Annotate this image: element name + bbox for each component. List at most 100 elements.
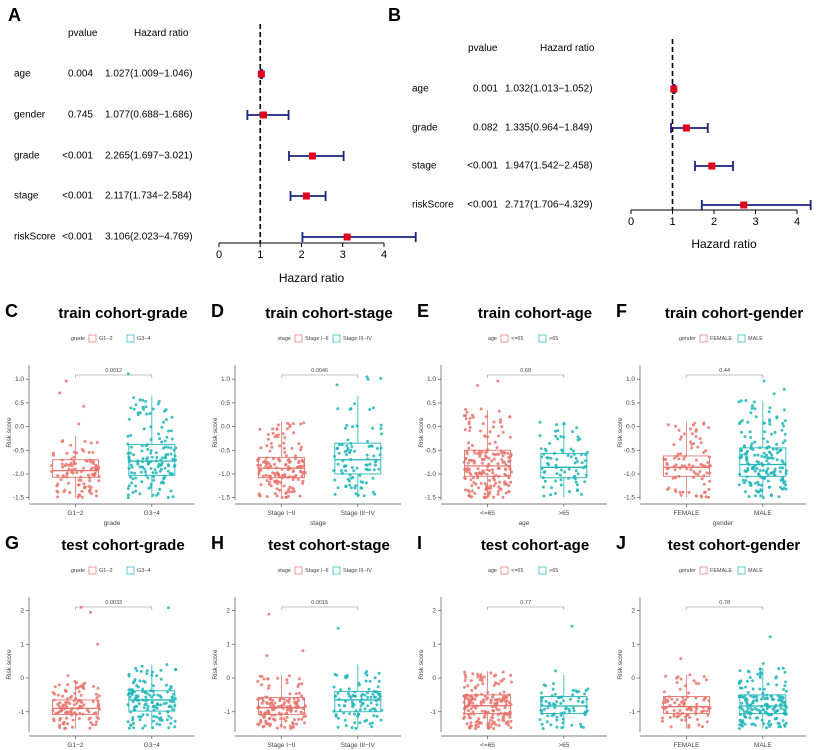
data-point: [468, 426, 472, 429]
data-point: [354, 727, 358, 730]
data-point: [781, 441, 785, 445]
data-point: [61, 474, 65, 478]
data-point: [484, 454, 488, 458]
data-point: [463, 476, 467, 479]
data-point: [169, 446, 173, 450]
data-point: [268, 449, 272, 453]
data-point: [268, 697, 272, 701]
data-point: [495, 700, 499, 704]
data-point: [64, 703, 68, 707]
data-point: [466, 461, 470, 465]
data-point: [131, 700, 135, 704]
data-point: [57, 704, 61, 708]
data-point: [694, 458, 698, 462]
data-point: [73, 691, 77, 695]
data-point: [297, 677, 301, 681]
data-point: [765, 712, 769, 716]
data-point: [273, 435, 277, 439]
data-point: [358, 474, 362, 478]
data-point: [258, 696, 262, 700]
data-point: [782, 481, 786, 485]
data-point: [561, 699, 565, 703]
data-point: [149, 689, 153, 693]
data-point: [286, 427, 289, 431]
data-point: [272, 708, 276, 711]
data-point: [467, 490, 471, 494]
data-point: [300, 474, 304, 478]
data-point: [332, 469, 336, 473]
data-point: [291, 721, 294, 725]
data-point: [379, 376, 383, 380]
data-point: [780, 459, 784, 463]
data-point: [749, 694, 753, 698]
data-point: [697, 682, 701, 686]
data-point: [699, 462, 703, 466]
y-tick-label: 2: [226, 608, 230, 615]
data-point: [163, 409, 166, 413]
data-point: [738, 713, 742, 717]
data-point: [301, 697, 305, 701]
data-point: [151, 684, 155, 688]
data-point: [749, 707, 753, 711]
panel-letter: H: [211, 533, 224, 553]
data-point: [751, 404, 754, 408]
data-point: [552, 712, 556, 716]
data-point: [89, 485, 93, 489]
data-point: [127, 417, 131, 421]
legend-label-a: <=65: [511, 336, 524, 342]
data-point: [366, 691, 369, 695]
data-point: [96, 642, 100, 646]
data-point: [756, 490, 760, 494]
data-point: [167, 606, 170, 610]
data-point: [476, 384, 479, 387]
data-point: [689, 427, 692, 431]
data-point: [282, 441, 286, 445]
data-point: [485, 472, 489, 476]
data-point: [167, 714, 171, 718]
p-value-label: 0.0033: [105, 600, 122, 606]
legend-swatch-a: [699, 566, 708, 575]
data-point: [82, 404, 86, 408]
legend-swatch-a: [88, 334, 97, 343]
data-point: [694, 710, 698, 714]
data-point: [562, 711, 566, 715]
x-tick-label: 4: [794, 216, 800, 228]
y-tick-label: 2: [631, 608, 635, 615]
data-point: [765, 726, 768, 730]
data-point: [584, 473, 588, 477]
data-point: [758, 687, 762, 691]
data-point: [758, 671, 762, 675]
data-point: [559, 478, 563, 482]
data-point: [468, 716, 472, 720]
data-point: [89, 441, 93, 445]
data-point: [83, 439, 87, 443]
data-point: [756, 453, 760, 457]
chart-title: train cohort-stage: [265, 305, 393, 322]
data-point: [663, 695, 667, 699]
data-point: [136, 413, 140, 417]
data-point: [581, 725, 585, 729]
data-point: [501, 495, 505, 499]
data-point: [759, 483, 763, 487]
data-point: [497, 712, 501, 716]
data-point: [297, 682, 301, 686]
data-point: [486, 696, 490, 700]
data-point: [129, 463, 133, 467]
data-point: [584, 705, 588, 708]
data-point: [264, 695, 268, 699]
data-point: [487, 469, 491, 472]
data-point: [756, 672, 760, 676]
data-point: [143, 690, 147, 694]
y-tick-label: -1.0: [425, 471, 437, 478]
data-point: [779, 706, 783, 710]
data-point: [88, 488, 92, 491]
data-point: [151, 407, 155, 411]
data-point: [163, 455, 167, 459]
legend-title: gender: [679, 568, 696, 574]
legend-title: stage: [278, 568, 291, 574]
data-point: [288, 460, 292, 464]
data-point: [288, 490, 292, 494]
data-point: [139, 470, 143, 474]
data-point: [174, 458, 177, 462]
